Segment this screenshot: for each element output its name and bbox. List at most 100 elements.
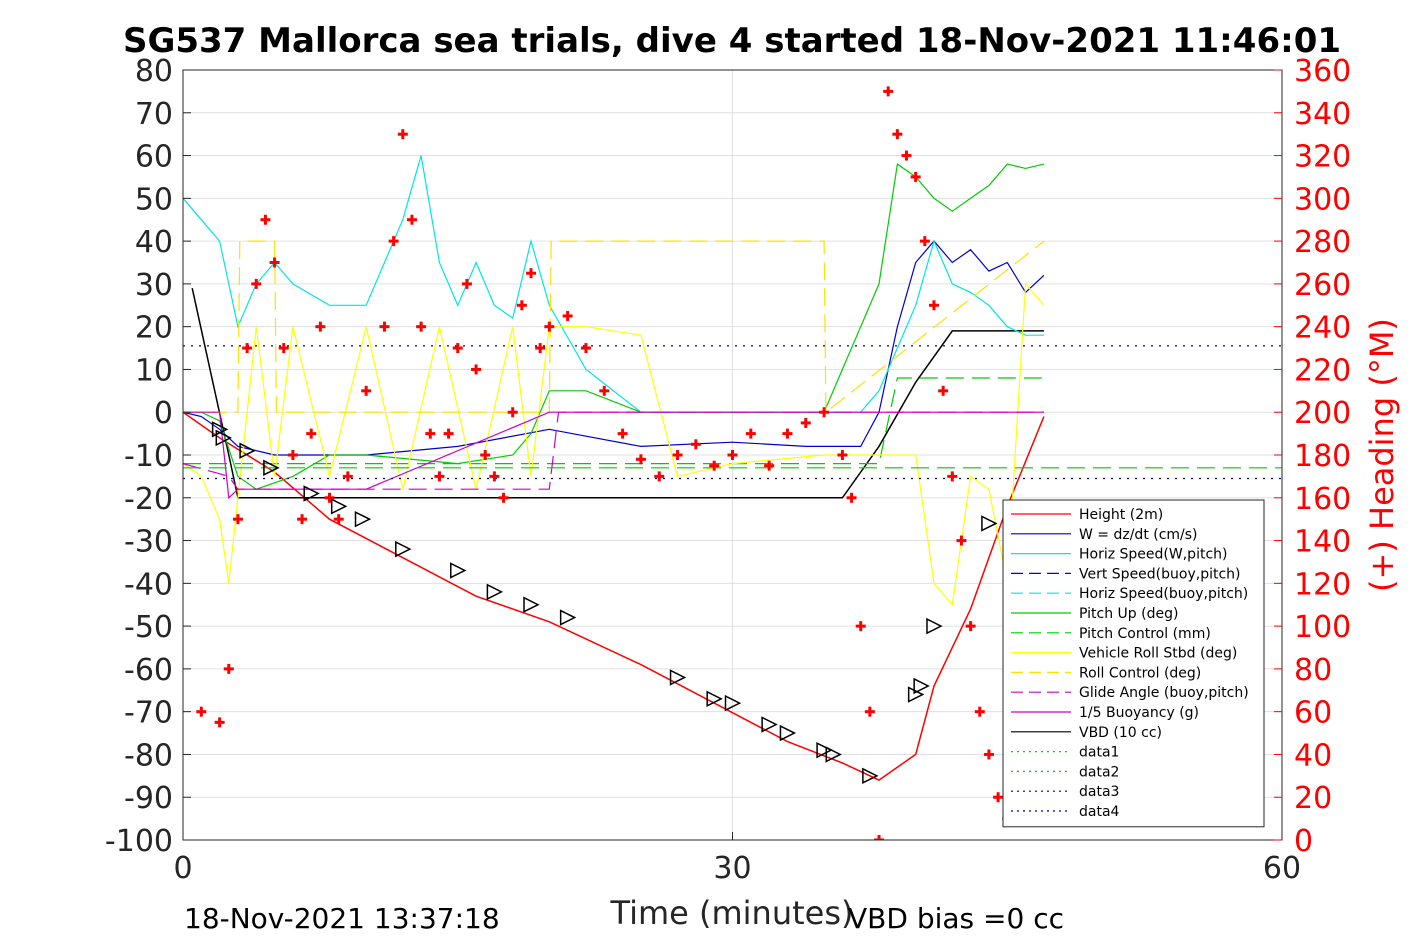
heading-point — [342, 471, 353, 482]
legend-label: data4 — [1079, 804, 1120, 820]
triangle-marker — [913, 677, 930, 695]
triangle-marker — [330, 498, 348, 515]
heading-point — [599, 385, 610, 396]
heading-point — [562, 310, 573, 321]
heading-point — [379, 321, 390, 332]
legend-item: Pitch Control (mm) — [1011, 626, 1211, 642]
triangle-marker — [706, 690, 723, 708]
triangle-marker — [907, 686, 925, 703]
legend-label: Horiz Speed(buoy,pitch) — [1079, 586, 1248, 602]
triangle-marker — [354, 510, 372, 528]
y-right-tick-label: 300 — [1294, 182, 1351, 217]
legend-item: Vert Speed(buoy,pitch) — [1011, 566, 1241, 582]
y-right-tick-label: 20 — [1294, 781, 1332, 816]
triangle-marker — [215, 429, 232, 447]
footer-timestamp: 18-Nov-2021 13:37:18 — [184, 902, 500, 935]
legend-item: data1 — [1011, 745, 1119, 761]
heading-point — [260, 214, 271, 225]
y-right-tick-label: 260 — [1294, 268, 1351, 303]
legend-label: Vehicle Roll Stbd (deg) — [1079, 646, 1237, 662]
y-right-tick-label: 360 — [1294, 54, 1351, 89]
legend-item: data2 — [1011, 764, 1119, 780]
heading-point — [287, 450, 298, 460]
legend-item: data4 — [1011, 804, 1120, 820]
triangle-marker — [523, 596, 540, 613]
heading-point — [846, 492, 857, 503]
heading-point — [745, 428, 756, 439]
triangle-marker — [303, 485, 320, 502]
y-left-tick-label: -40 — [124, 567, 173, 602]
y-left-tick-label: 0 — [154, 396, 173, 431]
heading-point — [983, 749, 994, 760]
y-left-tick-label: 80 — [135, 54, 173, 89]
heading-point — [333, 514, 344, 525]
legend-label: Pitch Control (mm) — [1079, 626, 1211, 642]
x-tick-label: 60 — [1263, 851, 1301, 886]
heading-point — [434, 471, 445, 482]
heading-point — [516, 300, 527, 311]
heading-point — [837, 450, 848, 460]
triangle-marker — [779, 724, 797, 742]
chart-title: SG537 Mallorca sea trials, dive 4 starte… — [123, 21, 1341, 61]
triangle-marker — [981, 515, 998, 532]
heading-point — [974, 706, 985, 717]
heading-point — [883, 86, 894, 97]
heading-point — [672, 450, 683, 460]
y-left-tick-label: -50 — [124, 610, 173, 645]
y-left-tick-label: 60 — [135, 140, 173, 175]
plot-area — [183, 86, 1282, 840]
triangle-marker — [239, 442, 256, 459]
series-roll_control — [183, 240, 1045, 414]
heading-point — [406, 214, 417, 225]
legend-item: Glide Angle (buoy,pitch) — [1011, 685, 1249, 701]
triangle-marker — [761, 716, 778, 733]
legend-label: 1/5 Buoyancy (g) — [1079, 705, 1199, 721]
heading-point — [965, 621, 976, 632]
heading-point — [315, 321, 326, 332]
y-left-tick-label: -90 — [124, 781, 173, 816]
y-left-tick-label: 40 — [135, 225, 173, 260]
heading-point — [956, 535, 967, 546]
heading-point — [452, 343, 463, 354]
legend-item: Horiz Speed(buoy,pitch) — [1011, 586, 1248, 602]
heading-point — [901, 150, 912, 161]
heading-point — [709, 460, 720, 471]
y-left-tick-label: -70 — [124, 696, 173, 731]
heading-point — [416, 321, 427, 332]
series-pitch_control — [183, 377, 1044, 465]
heading-point — [498, 492, 509, 503]
series-roll — [183, 282, 1045, 607]
axis-ticks: 80706050403020100-10-20-30-40-50-60-70-8… — [105, 54, 1351, 886]
y-right-tick-label: 340 — [1294, 97, 1351, 132]
y-left-tick-label: -60 — [124, 653, 173, 688]
heading-point — [855, 621, 866, 632]
heading-point — [526, 268, 537, 279]
heading-point — [764, 460, 775, 471]
heading-point — [892, 129, 903, 140]
triangle-marker — [724, 694, 742, 712]
heading-point — [654, 471, 665, 482]
y-left-tick-label: 20 — [135, 311, 173, 346]
heading-point — [425, 428, 436, 439]
heading-point — [324, 492, 335, 503]
triangle-marker — [862, 767, 879, 785]
triangle-marker — [559, 609, 577, 626]
legend-item: data3 — [1011, 784, 1119, 800]
triangle-marker — [450, 562, 467, 579]
series-vbd — [191, 288, 1044, 499]
x-tick-label: 30 — [713, 851, 751, 886]
heading-point — [690, 439, 701, 450]
heading-point — [397, 129, 408, 140]
heading-point — [471, 364, 482, 375]
triangle-marker — [395, 540, 412, 558]
y-right-tick-label: 40 — [1294, 738, 1332, 773]
legend-label: W = dz/dt (cm/s) — [1079, 527, 1198, 543]
y-right-tick-label: 100 — [1294, 610, 1351, 645]
legend: Height (2m) W = dz/dt (cm/s) Horiz Speed(W… — [1002, 499, 1265, 828]
heading-point — [214, 717, 225, 728]
legend-item: Horiz Speed(W,pitch) — [1011, 547, 1227, 563]
heading-point — [461, 278, 472, 289]
series-horiz_speed — [183, 155, 1044, 413]
heading-point — [919, 236, 930, 247]
